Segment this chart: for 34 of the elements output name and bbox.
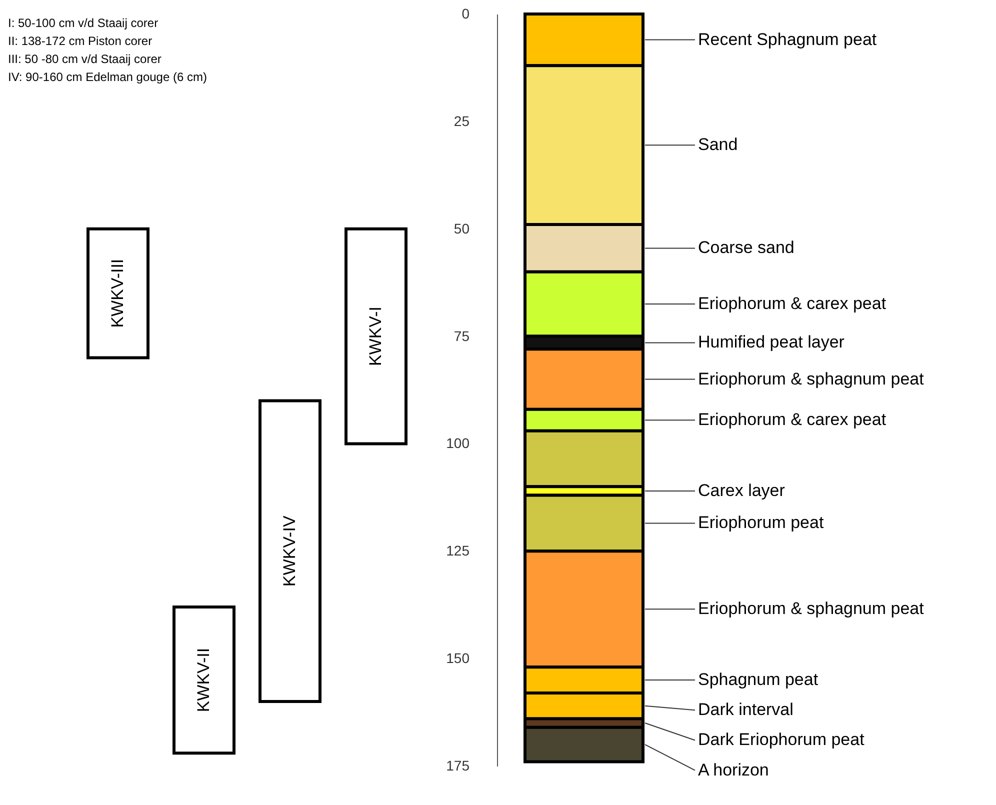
annotation: III: 50 -80 cm v/d Staaij corer (8, 52, 162, 66)
x-tick-label: KWKV-III (108, 258, 127, 328)
text: Sphagnum peat (698, 670, 818, 690)
y-tick-label: 150 (446, 650, 470, 666)
text: Eriophorum & carex peat (698, 410, 886, 430)
x-tick-label: KWKV-IV (280, 515, 299, 587)
annotation: II: 138-172 cm Piston corer (8, 34, 152, 48)
text: A horizon (698, 760, 769, 780)
text: Eriophorum & sphagnum peat (698, 369, 924, 388)
bar (86, 227, 150, 360)
y-tick-label: 0 (462, 6, 470, 22)
text: Carex layer (698, 480, 786, 500)
y-tick-label: 175 (446, 758, 470, 774)
y-tick-label: 125 (446, 542, 470, 559)
x-tick-label: KWKV-I (366, 306, 385, 366)
bar (258, 399, 322, 704)
text: Eriophorum & carex peat (698, 294, 886, 314)
text: Sand (698, 135, 738, 154)
y-tick-label: 75 (454, 328, 470, 344)
y-tick-label: 100 (446, 435, 470, 452)
bar (344, 227, 408, 446)
annotation: I: 50-100 cm v/d Staaij corer (8, 16, 158, 30)
text: Coarse sand (698, 238, 794, 258)
text: Humified peat layer (698, 332, 845, 352)
y-tick-label: 50 (454, 220, 470, 236)
bar (172, 606, 236, 755)
text: Eriophorum & sphagnum peat (698, 599, 924, 618)
text: Recent Sphagnum peat (698, 30, 877, 49)
text: Eriophorum peat (698, 513, 824, 532)
y-tick-label: 25 (454, 112, 470, 129)
x-tick-label: KWKV-II (194, 648, 213, 712)
text: Dark Eriophorum peat (698, 730, 865, 750)
text: Dark interval (698, 700, 794, 720)
annotation: IV: 90-160 cm Edelman gouge (6 cm) (8, 70, 207, 84)
